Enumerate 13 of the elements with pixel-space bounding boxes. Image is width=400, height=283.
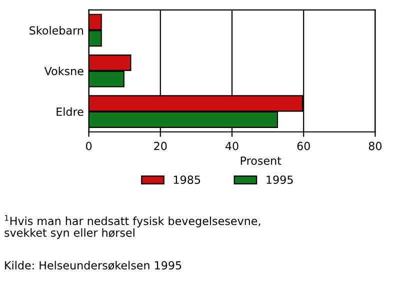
y-tick-label: Skolebarn (30, 26, 83, 35)
x-tick-label: 0 (86, 142, 92, 150)
text: Kilde: Helseundersøkelsen 1995 (5, 260, 182, 270)
x-axis-title: Prosent (240, 156, 282, 165)
x-tick-label: 60 (297, 142, 310, 150)
y-tick-label: Eldre (56, 107, 84, 116)
text: $^{1}$Hvis man har nedsatt fysisk bevegelsesevne, svekket syn eller hørsel (4, 215, 260, 240)
legend-label: 1995 (266, 176, 293, 184)
y-tick-label: Voksne (44, 66, 84, 76)
x-tick-label: 80 (368, 142, 382, 150)
x-tick-label: 20 (154, 142, 167, 150)
legend-label: 1985 (174, 176, 200, 184)
x-tick-label: 40 (225, 142, 238, 150)
